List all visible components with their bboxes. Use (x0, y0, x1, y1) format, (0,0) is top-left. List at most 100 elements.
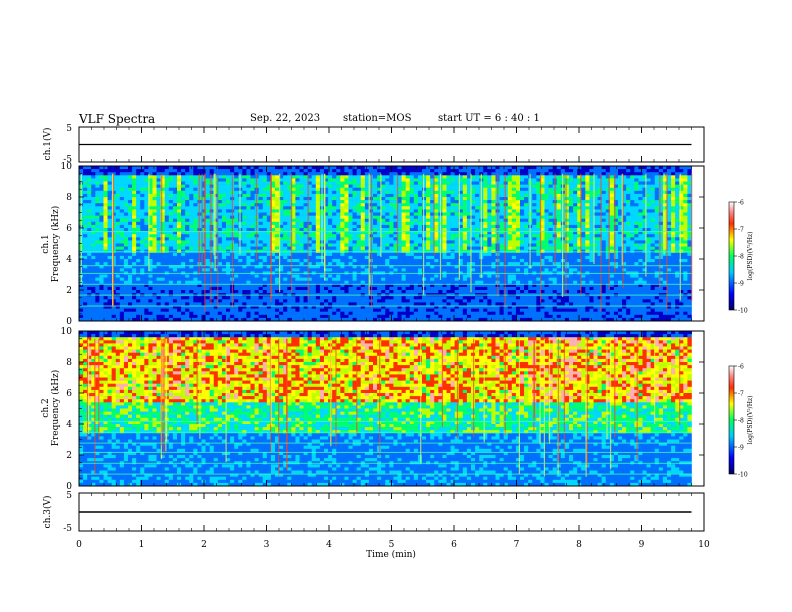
spectrogram-cell (205, 187, 210, 192)
spectrogram-cell (434, 262, 439, 266)
spectrogram-cell (99, 203, 104, 207)
spectrogram-cell (246, 215, 251, 219)
spectrogram-cell (213, 262, 219, 266)
spectrogram-cell (373, 197, 378, 201)
spectrogram-cell (91, 286, 96, 291)
spectrogram-cell (144, 268, 149, 272)
spectrogram-cell (458, 187, 464, 192)
spectrogram-cell (160, 175, 166, 179)
spectrogram-cell (262, 187, 268, 192)
spectrogram-cell (385, 296, 390, 300)
spectrogram-cell (103, 314, 108, 319)
spectrogram-cell (381, 290, 386, 294)
spectrogram-cell (193, 286, 198, 291)
spectrogram-cell (262, 184, 268, 188)
spectrogram-cell (152, 215, 157, 219)
spectrogram-cell (324, 290, 329, 294)
spectrogram-cell (393, 190, 398, 195)
spectrogram-cell (401, 255, 406, 260)
spectrogram-cell (332, 308, 337, 312)
spectrogram-cell (311, 265, 317, 269)
spectrogram-cell (364, 178, 370, 182)
spectrogram-cell (385, 187, 390, 192)
spectrogram-cell (413, 283, 419, 288)
spectrogram-cell (397, 190, 402, 195)
spectrogram-cell (446, 200, 451, 204)
spectrogram-cell (401, 224, 406, 229)
spectrogram-cell (266, 274, 272, 278)
spectrogram-cell (405, 215, 411, 219)
spectrogram-cell (348, 243, 353, 247)
spectrogram-cell (307, 172, 313, 176)
spectrogram-cell (360, 268, 366, 272)
spectrogram-cell (307, 215, 313, 219)
spectrogram-cell (172, 255, 178, 260)
spectrogram-cell (311, 234, 317, 238)
spectrogram-cell (295, 290, 300, 294)
spectrogram-cell (87, 317, 92, 322)
spectrogram-cell (99, 178, 104, 182)
spectrogram-cell (99, 206, 104, 210)
spectrogram-cell (307, 218, 313, 223)
spectrogram-cell (103, 169, 108, 173)
spectrogram-cell (238, 290, 243, 294)
spectrogram-cell (401, 283, 406, 288)
spectrogram-cell (458, 277, 464, 281)
spectrogram-cell (119, 305, 125, 309)
spectrogram-cell (128, 246, 133, 250)
spectrogram-cell (454, 240, 460, 244)
spectrogram-cell (87, 252, 92, 257)
spectrogram-cell (128, 221, 133, 226)
spectrogram-cell (95, 314, 100, 319)
spectrogram-cell (181, 246, 186, 250)
spectrogram-cell (348, 296, 353, 300)
spectrogram-cell (426, 218, 431, 223)
spectrogram-cell (275, 290, 280, 294)
spectrogram-cell (193, 203, 198, 207)
spectrogram-cell (340, 240, 345, 244)
spectrogram-cell (381, 302, 386, 306)
spectrogram-cell (185, 212, 190, 216)
spectrogram-cell (132, 197, 137, 201)
spectrogram-cell (283, 218, 288, 223)
spectrogram-cell (393, 302, 398, 306)
spectrogram-cell (311, 190, 317, 195)
spectrogram-cell (193, 181, 198, 185)
spectrogram-cell (462, 259, 468, 263)
spectrogram-cell (462, 166, 468, 170)
spectrogram-cell (262, 268, 268, 272)
spectrogram-cell (226, 246, 231, 250)
spectrogram-cell (299, 184, 304, 188)
spectrogram-cell (99, 215, 104, 219)
spectrogram-cell (266, 305, 272, 309)
spectrogram-cell (266, 221, 272, 226)
spectrogram-cell (340, 299, 345, 303)
spectrogram-cell (209, 277, 215, 281)
spectrogram-cell (132, 259, 137, 263)
spectrogram-cell (242, 212, 247, 216)
spectrogram-cell (332, 302, 337, 306)
spectrogram-cell (270, 314, 276, 319)
spectrogram-cell (217, 212, 223, 216)
spectrogram-cell (152, 265, 157, 269)
spectrogram-cell (156, 224, 161, 229)
spectrogram-cell (83, 187, 88, 192)
spectrogram-cell (401, 172, 406, 176)
spectrogram-cell (450, 181, 455, 185)
spectrogram-cell (254, 296, 259, 300)
spectrogram-cell (83, 206, 88, 210)
spectrogram-cell (299, 262, 304, 266)
spectrogram-cell (99, 200, 104, 204)
spectrogram-cell (83, 218, 88, 223)
spectrogram-cell (181, 299, 186, 303)
spectrogram-cell (254, 305, 259, 309)
spectrogram-cell (258, 181, 264, 185)
spectrogram-cell (377, 209, 382, 213)
spectrogram-cell (303, 314, 308, 319)
spectrogram-cell (332, 286, 337, 291)
spectrogram-cell (385, 169, 390, 173)
spectrogram-cell (107, 200, 112, 204)
spectrogram-cell (475, 246, 480, 250)
spectrogram-cell (91, 228, 96, 232)
spectrogram-cell (201, 228, 206, 232)
